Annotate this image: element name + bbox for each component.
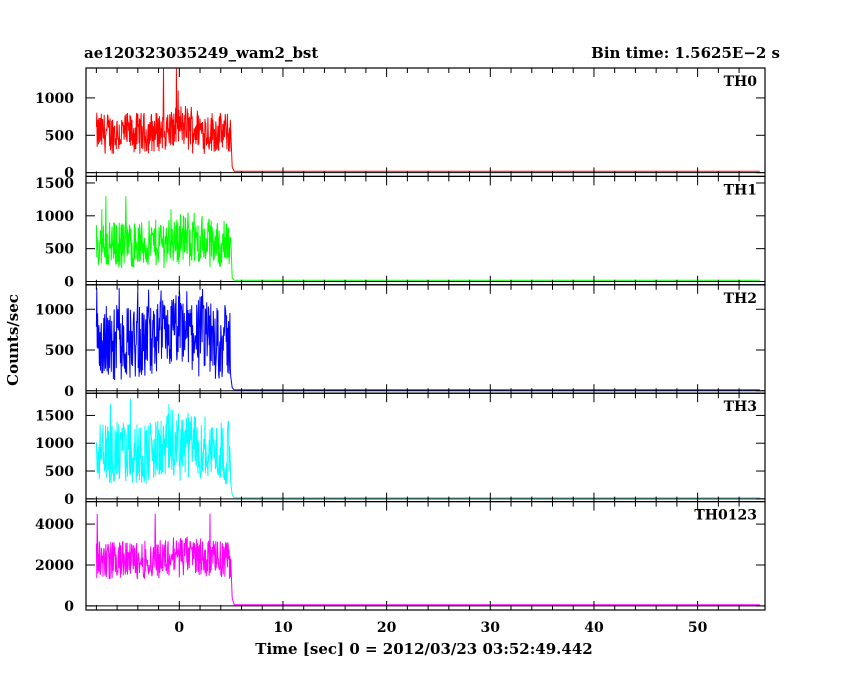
y-tick-label: 4000 bbox=[35, 517, 74, 533]
y-tick-label: 0 bbox=[64, 492, 74, 508]
panel-label: TH0 bbox=[724, 74, 758, 90]
panel-label: TH0123 bbox=[694, 508, 757, 524]
panel-frame bbox=[85, 501, 766, 611]
series-line-th3 bbox=[95, 398, 760, 499]
y-tick-label: 0 bbox=[64, 599, 74, 615]
x-axis-label: Time [sec] 0 = 2012/03/23 03:52:49.442 bbox=[255, 640, 592, 658]
y-tick-label: 1500 bbox=[35, 176, 74, 192]
y-tick-label: 0 bbox=[64, 166, 74, 182]
x-tick-label: 50 bbox=[688, 620, 708, 636]
y-tick-label: 1000 bbox=[35, 302, 74, 318]
panel-label: TH2 bbox=[724, 291, 757, 307]
x-tick-label: 10 bbox=[273, 620, 293, 636]
x-tick-label: 20 bbox=[377, 620, 397, 636]
y-tick-label: 0 bbox=[64, 275, 74, 291]
series-line-th1 bbox=[95, 196, 760, 281]
x-tick-label: 30 bbox=[481, 620, 501, 636]
panel-th1: 0 500 1000 1500 TH1 bbox=[35, 175, 766, 291]
y-tick-label: 0 bbox=[64, 384, 74, 400]
y-tick-label: 500 bbox=[45, 242, 74, 258]
y-tick-label: 2000 bbox=[35, 558, 74, 574]
panel-th0: 0 500 1000 TH0 bbox=[35, 67, 766, 182]
y-tick-label: 500 bbox=[45, 343, 74, 359]
bin-time-label: Bin time: 1.5625E−2 s bbox=[591, 44, 780, 62]
chart-title: ae120323035249_wam2_bst bbox=[84, 44, 318, 62]
x-tick-label: 0 bbox=[174, 620, 184, 636]
panel-th3: 0 500 1000 1500 TH3 bbox=[35, 392, 766, 508]
panel-label: TH3 bbox=[724, 399, 757, 415]
panel-label: TH1 bbox=[724, 182, 757, 198]
series-line-th0 bbox=[95, 68, 760, 172]
x-tick-label: 40 bbox=[584, 620, 604, 636]
y-tick-label: 1000 bbox=[35, 209, 74, 225]
series-line-th2 bbox=[95, 288, 760, 391]
y-axis-label: Counts/sec bbox=[4, 294, 22, 386]
series-line-th0123 bbox=[95, 513, 760, 606]
y-tick-label: 500 bbox=[45, 464, 74, 480]
y-tick-label: 1500 bbox=[35, 408, 74, 424]
y-tick-label: 500 bbox=[45, 128, 74, 144]
y-tick-label: 1000 bbox=[35, 91, 74, 107]
panel-th2: 0 500 1000 TH2 bbox=[35, 284, 766, 400]
y-tick-label: 1000 bbox=[35, 436, 74, 452]
panel-th0123: 0 2000 4000 TH0123 bbox=[35, 501, 766, 615]
